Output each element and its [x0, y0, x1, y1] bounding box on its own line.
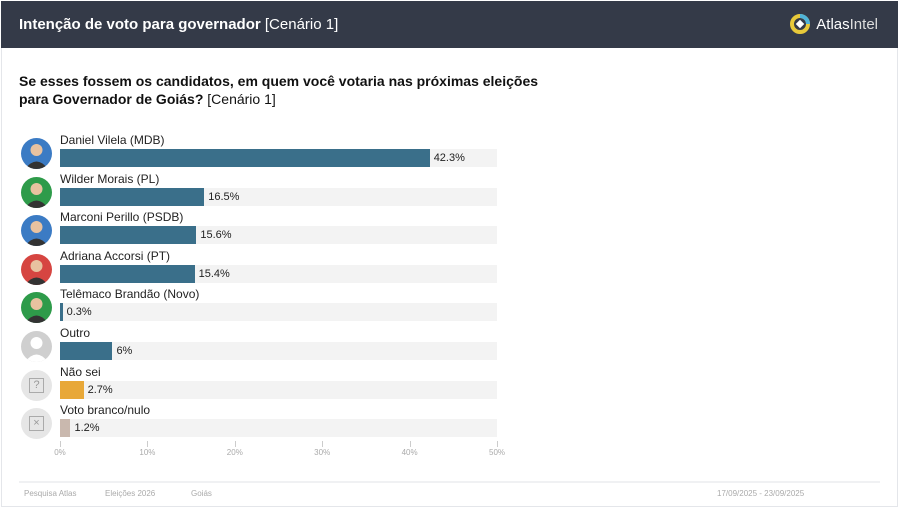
bar-row: × Voto branco/nulo 1.2%: [0, 403, 520, 448]
x-tick-label: 10%: [139, 448, 156, 457]
value-label: 1.2%: [74, 422, 100, 435]
avatar: [21, 331, 52, 362]
bar-track: 16.5%: [60, 187, 497, 206]
category-label: Daniel Vilela (MDB): [60, 133, 165, 147]
unknown-icon: ?: [21, 369, 52, 401]
x-tick-label: 50%: [488, 448, 506, 457]
bar: [60, 187, 205, 206]
bar-track: 2.7%: [60, 380, 497, 399]
bar: [60, 342, 113, 360]
footer-source: Pesquisa Atlas: [24, 489, 77, 498]
bar: [60, 419, 71, 438]
value-label: 6%: [116, 345, 133, 357]
value-label: 15.6%: [200, 229, 232, 242]
question: Se esses fossem os candidatos, em quem v…: [19, 73, 539, 107]
value-label: 0.3%: [66, 306, 92, 319]
x-tick: [322, 441, 324, 447]
atlasintel-logo: AtlasIntel: [790, 14, 878, 34]
value-label: 15.4%: [198, 267, 230, 280]
bar-track: 15.6%: [60, 226, 497, 245]
bar-row: ? Não sei 2.7%: [0, 365, 520, 410]
bar-track: 15.4%: [60, 264, 497, 283]
value-label: 42.3%: [433, 152, 465, 164]
category-label: Outro: [60, 326, 91, 340]
bar-row: Marconi Perillo (PSDB) 15.6%: [0, 210, 520, 255]
x-tick: [409, 441, 411, 447]
avatar: [21, 176, 52, 208]
bar-track: 6%: [60, 342, 497, 360]
value-label: 16.5%: [208, 190, 240, 203]
category-label: Não sei: [60, 364, 101, 379]
footer-date: 17/09/2025 - 23/09/2025: [717, 489, 805, 498]
x-tick-label: 0%: [54, 448, 66, 457]
x-tick: [147, 441, 149, 447]
bar-row: Daniel Vilela (MDB) 42.3%: [0, 133, 520, 178]
bar: [60, 380, 84, 399]
category-label: Marconi Perillo (PSDB): [60, 210, 184, 225]
bar: [60, 226, 197, 245]
bar-track: 0.3%: [60, 303, 497, 322]
bar-track: 1.2%: [60, 419, 497, 438]
bar-row: Wilder Morais (PL) 16.5%: [0, 172, 520, 217]
logo-icon: [790, 14, 811, 34]
x-tick-label: 40%: [401, 448, 418, 457]
x-tick-label: 20%: [226, 448, 243, 457]
avatar: [21, 138, 52, 169]
x-tick-label: 30%: [314, 448, 331, 457]
footer-divider: [19, 481, 880, 483]
category-label: Wilder Morais (PL): [60, 171, 160, 186]
category-label: Adriana Accorsi (PT): [60, 248, 171, 263]
bar: [60, 149, 430, 167]
bar-track: 42.3%: [60, 149, 497, 167]
bar-row: Adriana Accorsi (PT) 15.4%: [0, 249, 520, 294]
category-label: Voto branco/nulo: [60, 403, 151, 418]
header-title: Intenção de voto para governador [Cenári…: [19, 16, 339, 33]
footer-topic: Eleições 2026: [105, 489, 156, 498]
avatar: [21, 253, 52, 285]
footer-region: Goiás: [191, 489, 212, 498]
bar-row: Outro 6%: [0, 326, 520, 371]
avatar: [21, 215, 52, 247]
x-tick: [497, 441, 498, 447]
x-tick: [234, 441, 236, 447]
bar: [60, 264, 195, 283]
bar: [60, 303, 63, 322]
avatar: [21, 292, 52, 324]
blank-vote-icon: ×: [21, 408, 52, 440]
bar-row: Telêmaco Brandão (Novo) 0.3%: [0, 287, 520, 332]
x-tick: [60, 441, 61, 447]
category-label: Telêmaco Brandão (Novo): [60, 287, 200, 302]
value-label: 2.7%: [87, 383, 113, 396]
header: Intenção de voto para governador [Cenári…: [1, 1, 898, 48]
